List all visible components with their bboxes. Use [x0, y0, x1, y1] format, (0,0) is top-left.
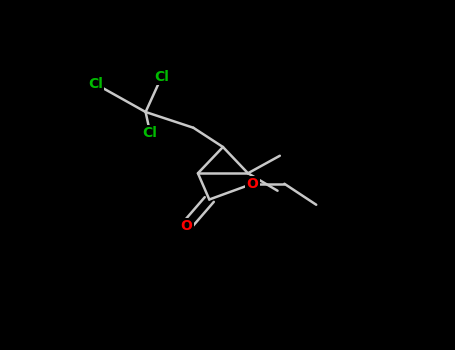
Text: O: O [247, 177, 258, 191]
Text: Cl: Cl [88, 77, 103, 91]
Text: O: O [181, 219, 192, 233]
Text: Cl: Cl [154, 70, 169, 84]
Text: Cl: Cl [143, 126, 157, 140]
